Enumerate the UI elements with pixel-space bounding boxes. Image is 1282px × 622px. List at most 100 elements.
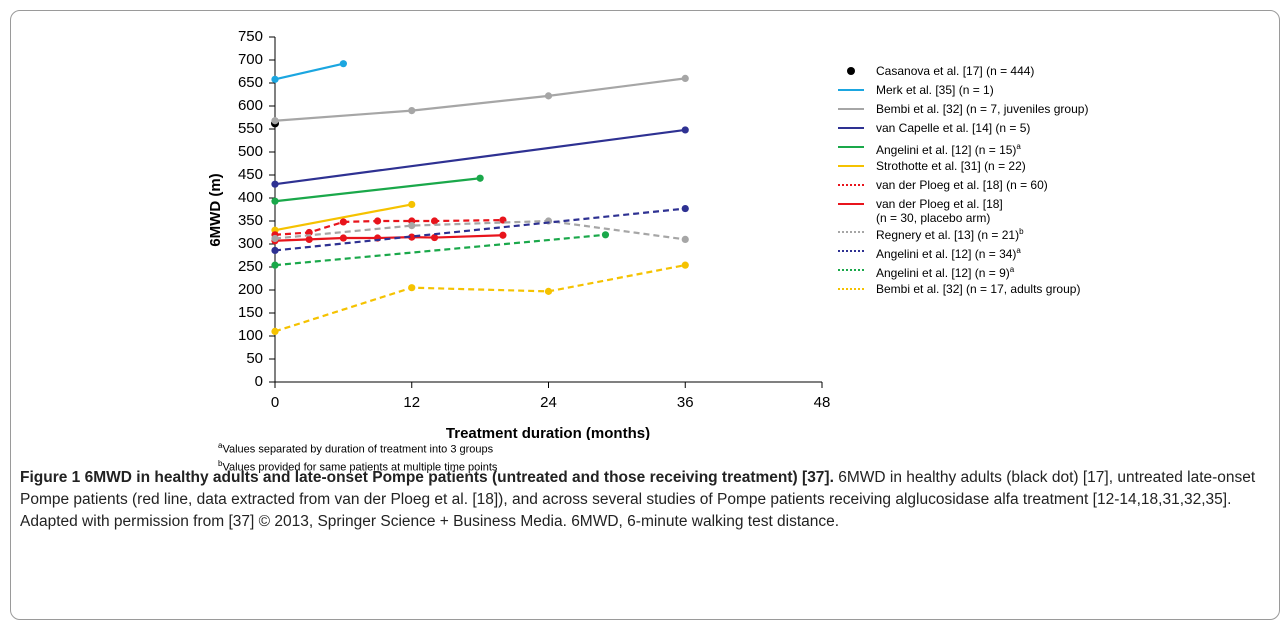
legend-entry: van der Ploeg et al. [18] (n = 60)	[838, 178, 1088, 197]
footnotes: aValues separated by duration of treatme…	[218, 439, 497, 474]
legend-swatch	[838, 263, 864, 277]
x-axis-label: Treatment duration (months)	[446, 425, 650, 440]
legend-label: Casanova et al. [17] (n = 444)	[876, 64, 1035, 78]
legend-entry: van der Ploeg et al. [18] (n = 30, place…	[838, 197, 1088, 225]
x-tick-label: 24	[540, 394, 557, 411]
series-line	[274, 177, 481, 203]
legend-swatch	[838, 121, 864, 135]
series-line	[274, 203, 412, 232]
legend-label: Regnery et al. [13] (n = 21)	[876, 228, 1020, 242]
y-tick-label: 400	[238, 189, 263, 206]
data-point	[408, 233, 416, 241]
legend-entry: Angelini et al. [12] (n = 9)a	[838, 263, 1088, 282]
legend-text: Angelini et al. [12] (n = 9)a	[876, 263, 1014, 280]
legend-label: Bembi et al. [32] (n = 7, juveniles grou…	[876, 102, 1089, 116]
data-point	[601, 231, 610, 239]
caption: Figure 1 6MWD in healthy adults and late…	[20, 467, 1270, 533]
legend-text: Bembi et al. [32] (n = 17, adults group)	[876, 282, 1080, 296]
caption-label: Figure 1	[20, 469, 81, 486]
legend-swatch	[838, 140, 864, 154]
x-tick-label: 0	[271, 394, 279, 411]
legend-text: Bembi et al. [32] (n = 7, juveniles grou…	[876, 102, 1088, 116]
x-tick-label: 48	[814, 394, 831, 411]
legend-text: Merk et al. [35] (n = 1)	[876, 83, 994, 97]
legend-label: Bembi et al. [32] (n = 17, adults group)	[876, 282, 1081, 296]
data-point	[271, 180, 279, 188]
y-tick-label: 750	[238, 28, 263, 45]
y-tick-label: 150	[238, 304, 263, 321]
data-point	[408, 200, 416, 209]
footnote-mark: a	[218, 441, 223, 450]
x-tick-label: 36	[677, 394, 694, 411]
legend-entry: Merk et al. [35] (n = 1)	[838, 83, 1088, 102]
footnote: bValues provided for same patients at mu…	[218, 457, 497, 475]
series-line	[274, 62, 344, 81]
data-point	[544, 287, 553, 295]
data-point	[681, 235, 689, 243]
y-tick-label: 300	[238, 235, 263, 252]
legend-superscript: a	[1016, 142, 1021, 151]
legend-text: Angelini et al. [12] (n = 15)a	[876, 140, 1021, 157]
y-tick-label: 0	[255, 373, 263, 390]
legend-text: Strothotte et al. [31] (n = 22)	[876, 159, 1026, 173]
data-point	[271, 117, 279, 125]
legend-swatch	[838, 83, 864, 97]
legend-entry: Strothotte et al. [31] (n = 22)	[838, 159, 1088, 178]
data-point	[430, 217, 439, 225]
data-point	[681, 204, 689, 213]
legend-superscript: a	[1016, 246, 1021, 255]
data-point	[271, 327, 279, 335]
legend-label: Merk et al. [35] (n = 1)	[876, 83, 994, 97]
y-tick-label: 500	[238, 143, 263, 160]
legend-label: Angelini et al. [12] (n = 34)	[876, 247, 1017, 261]
legend-text: Regnery et al. [13] (n = 21)b	[876, 225, 1024, 242]
legend-entry: van Capelle et al. [14] (n = 5)	[838, 121, 1088, 140]
x-tick-label: 12	[403, 394, 420, 411]
legend-label: Angelini et al. [12] (n = 9)	[876, 266, 1010, 280]
legend-text: van der Ploeg et al. [18] (n = 60)	[876, 178, 1048, 192]
legend: Casanova et al. [17] (n = 444) Merk et al…	[838, 64, 1088, 301]
data-point	[681, 126, 689, 134]
legend-text: Angelini et al. [12] (n = 34)a	[876, 244, 1021, 261]
legend-text: van Capelle et al. [14] (n = 5)	[876, 121, 1030, 135]
data-point	[305, 228, 313, 237]
y-tick-label: 450	[238, 166, 263, 183]
y-tick-label: 350	[238, 212, 263, 229]
footnote-mark: b	[218, 458, 223, 468]
legend-text: Casanova et al. [17] (n = 444)	[876, 64, 1034, 78]
data-point	[339, 218, 347, 226]
legend-entry: Angelini et al. [12] (n = 34)a	[838, 244, 1088, 263]
legend-entry: Bembi et al. [32] (n = 17, adults group)	[838, 282, 1088, 301]
footnote: aValues separated by duration of treatme…	[218, 439, 497, 457]
data-point	[373, 217, 382, 225]
data-point	[271, 246, 279, 255]
chart: Treatment duration (months) 6MWD (m) 0 50…	[207, 28, 831, 440]
data-point	[271, 75, 279, 83]
y-tick-label: 550	[238, 120, 263, 137]
legend-label: van Capelle et al. [14] (n = 5)	[876, 121, 1031, 135]
caption-title: 6MWD in healthy adults and late-onset Po…	[84, 469, 834, 486]
data-point	[339, 234, 347, 242]
data-point	[305, 235, 313, 243]
footnote-text: Values provided for same patients at mul…	[222, 461, 498, 474]
series-line	[274, 207, 686, 252]
legend-superscript: a	[1009, 265, 1015, 274]
y-axis-label: 6MWD (m)	[207, 173, 224, 246]
legend-label: Angelini et al. [12] (n = 15)	[876, 143, 1017, 157]
data-point	[339, 60, 347, 68]
legend-superscript: b	[1019, 227, 1024, 236]
legend-swatch	[838, 102, 864, 116]
legend-swatch	[838, 197, 864, 211]
data-point	[681, 74, 689, 82]
data-point	[681, 261, 689, 269]
series-line	[274, 128, 686, 186]
legend-swatch	[838, 64, 864, 78]
data-point	[408, 222, 416, 230]
data-point	[271, 261, 279, 269]
legend-entry: Angelini et al. [12] (n = 15)a	[838, 140, 1088, 159]
data-point	[544, 92, 553, 100]
legend-entry: Regnery et al. [13] (n = 21)b	[838, 225, 1088, 244]
legend-entry: Casanova et al. [17] (n = 444)	[838, 64, 1088, 83]
legend-label: Strothotte et al. [31] (n = 22)	[876, 159, 1026, 173]
series-line	[274, 264, 686, 333]
